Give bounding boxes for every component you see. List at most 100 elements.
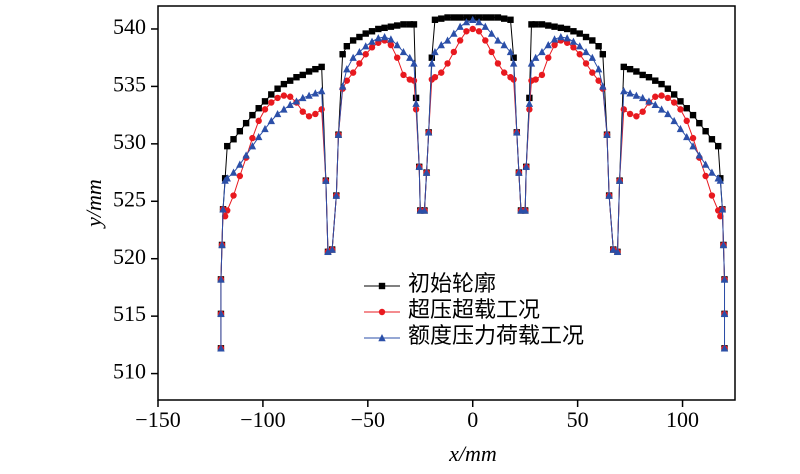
marker-circle: [639, 108, 646, 115]
marker-circle: [589, 69, 596, 76]
plot-frame: [157, 5, 736, 401]
marker-circle: [475, 28, 483, 35]
marker-triangle: [632, 91, 641, 99]
marker-triangle: [563, 34, 571, 42]
marker-triangle: [229, 168, 238, 176]
marker-triangle: [332, 191, 341, 199]
marker-square: [633, 68, 640, 75]
marker-square: [368, 28, 376, 35]
marker-triangle: [299, 93, 307, 102]
marker-circle: [400, 71, 407, 79]
marker-triangle: [620, 87, 628, 95]
marker-triangle: [527, 59, 536, 67]
marker-circle: [343, 77, 351, 84]
marker-triangle: [273, 109, 282, 118]
y-axis-label: y/mm: [81, 179, 106, 229]
marker-circle: [683, 117, 690, 125]
marker-square: [299, 71, 306, 79]
marker-triangle: [368, 37, 376, 45]
marker-square: [274, 85, 281, 92]
marker-circle: [299, 108, 306, 115]
marker-circle: [438, 69, 445, 76]
marker-circle: [280, 92, 288, 99]
marker-circle: [305, 113, 313, 120]
marker-square: [620, 63, 627, 71]
marker-square: [532, 21, 539, 28]
y-tick-label: 535: [113, 71, 146, 96]
marker-triangle: [393, 41, 401, 49]
marker-square: [658, 80, 665, 88]
marker-triangle: [428, 59, 436, 67]
marker-square: [343, 43, 351, 50]
marker-square: [670, 91, 678, 98]
marker-square: [507, 16, 514, 23]
marker-triangle: [280, 105, 288, 113]
marker-circle: [576, 51, 583, 58]
x-tick-label: −150: [135, 407, 180, 432]
marker-triangle: [531, 53, 540, 61]
marker-circle: [230, 192, 237, 199]
marker-triangle: [286, 100, 294, 108]
marker-triangle: [355, 47, 364, 56]
marker-circle: [368, 44, 376, 51]
marker-triangle: [521, 206, 529, 214]
marker-triangle: [538, 47, 546, 56]
x-tick-label: 0: [467, 407, 478, 432]
marker-square: [349, 37, 357, 44]
marker-triangle: [588, 53, 597, 61]
marker-circle: [702, 172, 709, 180]
marker-triangle: [343, 65, 351, 73]
marker-triangle: [525, 99, 534, 107]
marker-triangle: [456, 22, 464, 30]
marker-triangle: [387, 35, 395, 43]
marker-square: [538, 21, 546, 28]
marker-circle: [463, 28, 470, 35]
marker-square: [652, 77, 659, 84]
marker-circle: [268, 99, 275, 106]
marker-square: [702, 128, 709, 135]
marker-triangle: [695, 151, 704, 159]
marker-circle: [444, 60, 451, 67]
x-axis-label: x/mm: [448, 441, 497, 466]
marker-triangle: [506, 47, 515, 56]
marker-triangle: [720, 309, 729, 318]
marker-square: [305, 68, 313, 75]
marker-triangle: [487, 29, 496, 37]
marker-triangle: [689, 142, 697, 150]
marker-circle: [633, 113, 640, 120]
y-tick-label: 530: [113, 129, 146, 154]
marker-circle: [236, 172, 244, 180]
marker-circle: [349, 69, 357, 76]
marker-triangle: [500, 41, 508, 49]
marker-triangle: [422, 168, 431, 176]
marker-square: [286, 77, 294, 84]
marker-triangle: [576, 42, 584, 50]
marker-triangle: [569, 37, 578, 45]
marker-circle: [664, 94, 672, 102]
y-tick-label: 540: [113, 14, 146, 39]
marker-circle: [582, 60, 590, 67]
marker-square: [293, 74, 300, 81]
marker-square: [475, 14, 483, 21]
marker-triangle: [657, 105, 666, 113]
marker-triangle: [261, 124, 269, 133]
marker-triangle: [469, 15, 477, 23]
marker-square: [545, 22, 552, 29]
marker-square: [261, 98, 269, 105]
marker-square: [563, 25, 571, 33]
marker-triangle: [515, 168, 523, 176]
marker-triangle: [603, 130, 611, 138]
marker-square: [689, 111, 697, 119]
marker-triangle: [513, 128, 521, 136]
marker-square: [362, 30, 369, 37]
x-tick-label: −100: [240, 407, 285, 432]
marker-square: [595, 43, 602, 50]
marker-square: [444, 14, 451, 21]
marker-triangle: [720, 275, 729, 283]
marker-circle: [658, 92, 665, 99]
marker-circle: [362, 51, 369, 58]
marker-square: [488, 14, 495, 21]
marker-square: [582, 33, 590, 41]
marker-square: [639, 71, 646, 79]
